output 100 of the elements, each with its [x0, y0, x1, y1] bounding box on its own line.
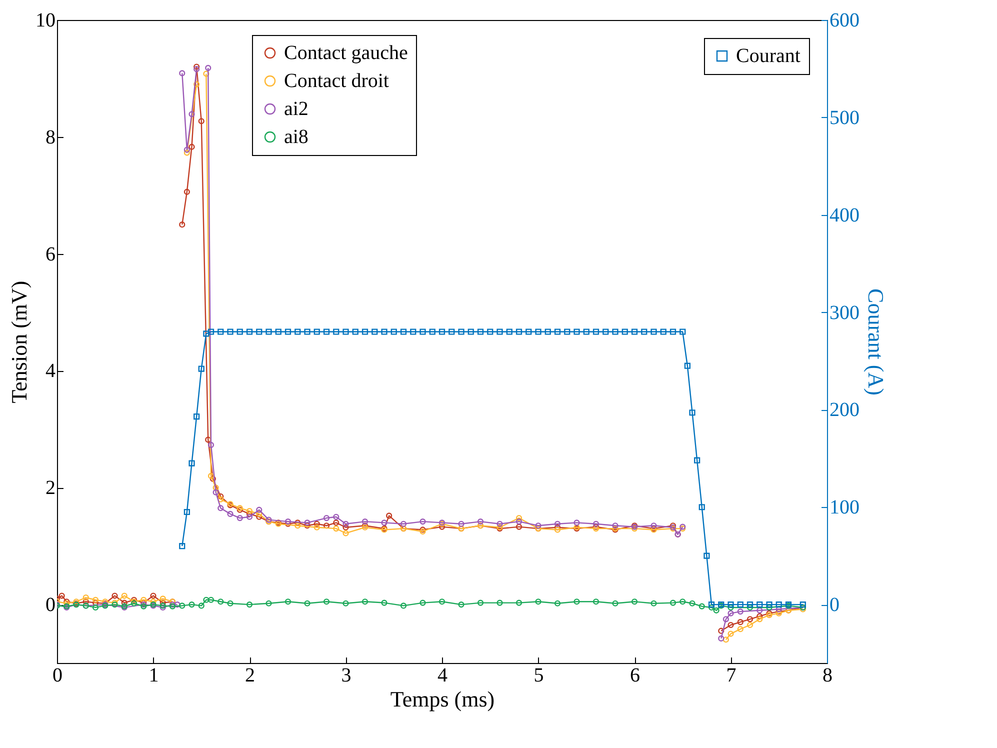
point: [342, 600, 349, 606]
point: [776, 606, 782, 612]
point: [728, 604, 734, 611]
point: [477, 600, 484, 606]
point: [179, 70, 186, 76]
point: [362, 518, 368, 525]
point: [314, 524, 320, 530]
point: [746, 604, 754, 611]
x-tick-label: 1: [148, 664, 159, 686]
point: [737, 626, 744, 632]
point: [728, 630, 734, 637]
y2-axis-title: Courant (A): [864, 288, 888, 396]
point: [160, 596, 166, 602]
point: [592, 520, 600, 527]
point: [689, 600, 696, 606]
y2-tick-label: 200: [830, 399, 860, 422]
point: [650, 600, 657, 606]
y-tick-label: 6: [46, 243, 56, 266]
point: [208, 596, 214, 603]
point: [631, 598, 638, 605]
point: [323, 514, 330, 522]
y2-tick-label: 500: [830, 106, 860, 129]
point: [554, 526, 561, 533]
point: [766, 604, 772, 611]
point: [516, 600, 522, 606]
x-tick-label: 3: [341, 664, 352, 686]
point: [612, 600, 618, 606]
point: [554, 520, 561, 527]
y2-tick-label: 600: [830, 10, 860, 32]
point: [698, 603, 705, 610]
legend-label: Contact droit: [284, 70, 390, 92]
point: [212, 489, 219, 496]
point: [284, 518, 292, 525]
point: [227, 510, 234, 517]
point: [496, 600, 503, 606]
point: [420, 518, 426, 525]
point: [496, 520, 503, 527]
point: [718, 635, 724, 642]
point: [140, 596, 147, 603]
y2-tick-label: 0: [830, 594, 840, 616]
point: [722, 616, 729, 622]
point: [174, 602, 180, 608]
y-tick-label: 0: [46, 594, 56, 616]
point: [381, 600, 388, 606]
point: [458, 602, 464, 608]
point: [194, 81, 200, 88]
x-tick-label: 6: [630, 664, 640, 686]
point: [304, 600, 310, 606]
point: [92, 604, 99, 611]
point: [203, 596, 210, 603]
point: [680, 598, 686, 605]
point: [574, 520, 580, 526]
point: [218, 505, 224, 512]
point: [218, 598, 224, 605]
point: [188, 111, 195, 118]
point: [342, 530, 349, 536]
point: [121, 592, 128, 599]
point: [184, 150, 190, 156]
point: [198, 602, 204, 609]
point: [256, 510, 262, 517]
point: [420, 600, 426, 606]
point: [333, 514, 340, 520]
point: [400, 520, 407, 527]
point: [592, 598, 600, 605]
legend-label: Contact gauche: [284, 42, 408, 64]
point: [227, 600, 234, 606]
point: [284, 598, 292, 605]
legend-label: ai2: [284, 98, 308, 120]
point: [323, 598, 330, 605]
point: [516, 514, 522, 522]
point: [304, 520, 310, 526]
point: [92, 596, 99, 603]
point: [179, 602, 186, 609]
point: [246, 514, 253, 520]
x-tick-label: 8: [822, 664, 832, 686]
point: [236, 514, 243, 522]
point: [722, 636, 729, 643]
x-axis-title: Temps (ms): [390, 686, 495, 712]
point: [708, 604, 715, 611]
point: [150, 598, 156, 605]
point: [746, 622, 754, 628]
point: [477, 518, 484, 525]
point: [458, 520, 464, 527]
point: [516, 518, 522, 525]
legend-label: Courant: [736, 45, 801, 67]
point: [713, 607, 720, 614]
point: [194, 66, 200, 72]
point: [218, 496, 224, 502]
x-tick-label: 4: [438, 664, 448, 686]
point: [205, 64, 212, 71]
point: [256, 506, 262, 513]
point: [362, 598, 368, 605]
point: [756, 616, 763, 622]
point: [554, 600, 561, 606]
y2-tick-label: 300: [830, 302, 860, 324]
point: [82, 594, 89, 601]
point: [342, 520, 349, 527]
y-tick-label: 2: [46, 477, 56, 500]
point: [333, 526, 340, 532]
y2-tick-label: 400: [830, 204, 860, 226]
